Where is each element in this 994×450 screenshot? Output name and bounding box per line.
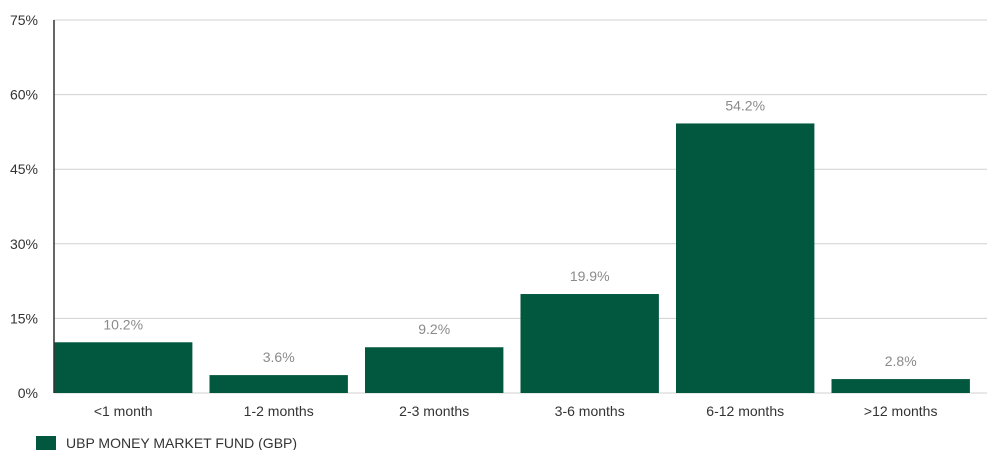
category-label: 1-2 months [244, 403, 314, 419]
y-tick-label: 60% [10, 87, 38, 103]
data-label: 3.6% [263, 349, 295, 365]
data-label: 19.9% [570, 268, 610, 284]
bar [209, 375, 348, 393]
y-tick-label: 45% [10, 161, 38, 177]
data-label: 2.8% [885, 353, 917, 369]
bar [520, 294, 659, 393]
bar [676, 123, 815, 393]
bar [365, 347, 504, 393]
data-label: 10.2% [103, 316, 143, 332]
data-labels: 10.2% 3.6% 9.2% 19.9% 54.2% 2.8% [103, 97, 916, 369]
category-label: <1 month [94, 403, 153, 419]
category-label: 3-6 months [555, 403, 625, 419]
y-axis-tick-labels: 0% 15% 30% 45% 60% 75% [10, 12, 38, 401]
bars [54, 123, 970, 393]
bar [831, 379, 970, 393]
category-label: 2-3 months [399, 403, 469, 419]
category-label: >12 months [864, 403, 938, 419]
legend-label: UBP MONEY MARKET FUND (GBP) [66, 435, 297, 450]
category-label: 6-12 months [706, 403, 784, 419]
y-tick-label: 30% [10, 236, 38, 252]
y-tick-label: 75% [10, 12, 38, 28]
legend-swatch [36, 436, 56, 450]
data-label: 54.2% [725, 97, 765, 113]
x-axis-category-labels: <1 month 1-2 months 2-3 months 3-6 months 6-… [94, 403, 938, 419]
y-tick-label: 0% [18, 385, 38, 401]
legend: UBP MONEY MARKET FUND (GBP) [36, 435, 297, 450]
y-tick-label: 15% [10, 310, 38, 326]
bar [54, 342, 193, 393]
data-label: 9.2% [418, 321, 450, 337]
